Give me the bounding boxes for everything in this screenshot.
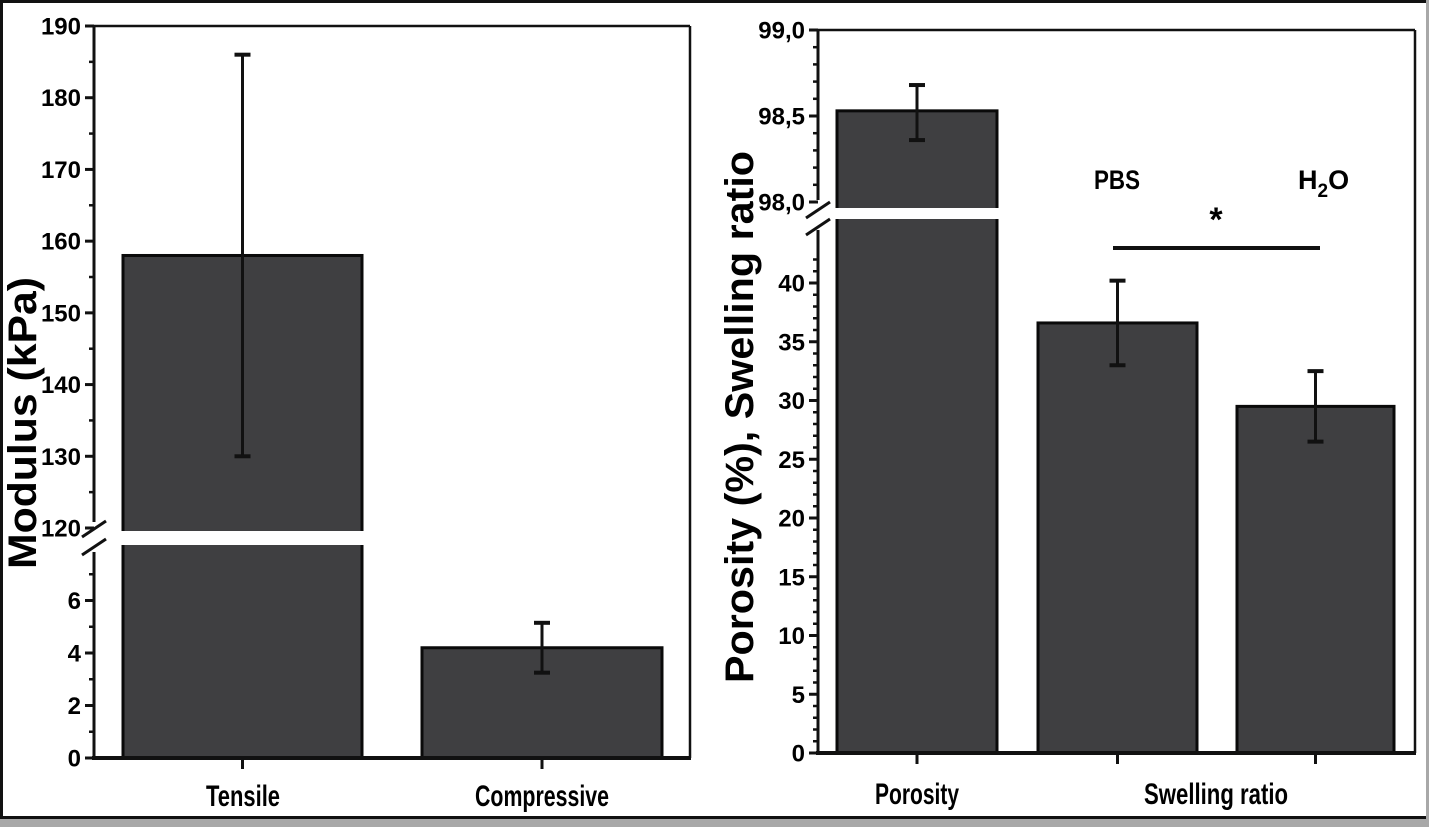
y-tick-label: 130 bbox=[41, 444, 81, 471]
frame-left bbox=[0, 0, 3, 820]
axis-break-spine-gap bbox=[815, 200, 821, 230]
y-tick-label: 25 bbox=[778, 447, 805, 474]
y-tick-label: 2 bbox=[68, 693, 81, 720]
y-tick-label: 40 bbox=[778, 271, 805, 298]
y-tick-label: 98,5 bbox=[758, 104, 805, 131]
frame-top bbox=[0, 0, 1429, 3]
frame-bottom-shadow bbox=[0, 819, 1429, 827]
x-label-tensile: Tensile bbox=[206, 780, 280, 813]
x-label-compressive: Compressive bbox=[475, 780, 609, 813]
y-tick-label: 35 bbox=[778, 329, 805, 356]
y-tick-label: 150 bbox=[41, 300, 81, 327]
x-label-porosity: Porosity bbox=[875, 778, 959, 811]
y-tick-label: 190 bbox=[41, 14, 81, 41]
axis-break-slash bbox=[805, 217, 831, 237]
bar-porosity bbox=[835, 109, 999, 755]
y-tick-label: 120 bbox=[41, 516, 81, 543]
y-tick-label: 15 bbox=[778, 564, 805, 591]
y-tick-label: 30 bbox=[778, 388, 805, 415]
y-tick-label: 6 bbox=[68, 588, 81, 615]
y-tick-label: 180 bbox=[41, 85, 81, 112]
axis-break-spine-gap bbox=[91, 522, 97, 552]
y-tick-label: 20 bbox=[778, 506, 805, 533]
axis-break-slash bbox=[81, 537, 107, 557]
h2o-series-label: H2O bbox=[1298, 165, 1349, 202]
axis-break-bar-gap bbox=[834, 208, 1000, 219]
bar-swelling-ratio-pbs- bbox=[1036, 321, 1199, 755]
y-tick-label: 170 bbox=[41, 157, 81, 184]
pbs-series-label: PBS bbox=[1094, 165, 1140, 195]
y-tick-label: 98,0 bbox=[758, 190, 805, 217]
axis-break-bar-gap bbox=[120, 531, 365, 545]
y-tick-label: 0 bbox=[68, 746, 81, 773]
y-tick-label: 99,0 bbox=[758, 18, 805, 45]
x-label-swelling-ratio: Swelling ratio bbox=[1144, 778, 1288, 811]
frame-right bbox=[1426, 0, 1429, 827]
y-tick-label: 160 bbox=[41, 229, 81, 256]
y-tick-label: 4 bbox=[68, 641, 82, 668]
frame-bottom bbox=[0, 816, 1429, 819]
y-tick-label: 140 bbox=[41, 372, 81, 399]
right-y-axis-title: Porosity (%), Swelling ratio bbox=[718, 151, 762, 683]
bar-swelling-ratio-h2o- bbox=[1235, 404, 1396, 755]
left-y-axis-title: Modulus (kPa) bbox=[1, 277, 45, 569]
axis-break-slash bbox=[805, 200, 831, 220]
y-tick-label: 10 bbox=[778, 623, 805, 650]
y-tick-label: 5 bbox=[792, 682, 805, 709]
significance-asterisk: * bbox=[1209, 201, 1223, 239]
y-tick-label: 0 bbox=[792, 741, 805, 768]
